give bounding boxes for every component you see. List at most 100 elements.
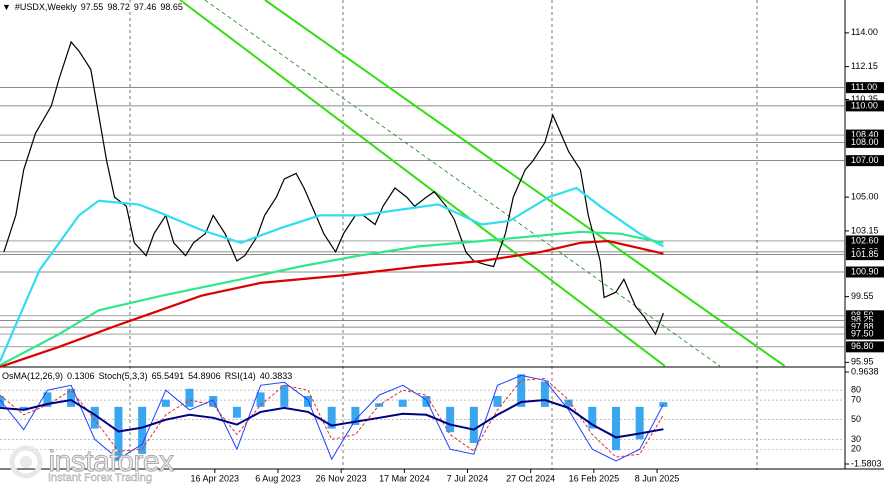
level-label: 96.80 <box>851 341 874 351</box>
y-tick-label: 114.00 <box>851 27 878 37</box>
low: 97.46 <box>133 2 157 12</box>
histogram-bar <box>635 406 644 440</box>
stoch-name: Stoch(5,3,3) <box>98 371 148 381</box>
logo: instaforex Instant Forex Trading <box>8 444 175 484</box>
histogram-bar <box>185 388 194 407</box>
y2-tick-label: -1.5803 <box>851 458 882 468</box>
histogram-bar <box>67 388 76 407</box>
histogram-bar <box>43 392 52 407</box>
symbol: #USDX,Weekly <box>14 2 77 12</box>
x-tick-label: 17 Mar 2024 <box>379 473 430 483</box>
stoch-signal: 54.8906 <box>188 371 221 381</box>
y-tick-label: 110.35 <box>851 94 878 104</box>
indicator-line <box>0 374 664 462</box>
y-tick-label: 99.55 <box>851 291 874 301</box>
histogram-bar <box>398 399 407 407</box>
y-tick-label: 103.15 <box>851 225 879 235</box>
trendline <box>179 0 666 367</box>
y-tick-label: 20 <box>851 444 861 454</box>
histogram-bar <box>256 392 265 407</box>
level-box <box>846 321 884 333</box>
level-box <box>846 100 884 112</box>
histogram-bar <box>469 406 478 444</box>
x-tick-label: 16 Feb 2025 <box>569 473 620 483</box>
histogram-bar <box>327 406 336 429</box>
histogram-bar <box>19 406 28 411</box>
level-box <box>846 328 884 340</box>
y-tick-label: 95.95 <box>851 357 874 367</box>
y-tick-label: 30 <box>851 434 861 444</box>
osma-name: OsMA(12,26,9) <box>2 371 64 381</box>
level-label: 98.25 <box>851 315 874 325</box>
level-box <box>846 266 884 278</box>
price-line <box>0 239 664 368</box>
histogram-bar <box>232 406 241 418</box>
histogram-bar <box>588 406 597 429</box>
histogram-bar <box>0 396 4 407</box>
histogram-bar <box>161 399 170 407</box>
level-label: 108.00 <box>851 137 879 147</box>
histogram-bar <box>138 406 147 454</box>
histogram-bar <box>90 406 99 429</box>
chart-header: ▼ #USDX,Weekly 97.55 98.72 97.46 98.65 <box>2 2 183 12</box>
y-tick-label: 105.00 <box>851 192 879 202</box>
level-label: 110.00 <box>851 100 878 110</box>
histogram-bar <box>422 396 431 407</box>
level-box <box>846 136 884 148</box>
level-box <box>846 341 884 353</box>
histogram-bar <box>493 396 502 407</box>
trendline <box>264 0 786 367</box>
histogram-bar <box>446 406 455 433</box>
histogram-bar <box>114 406 123 462</box>
x-tick-label: 26 Nov 2023 <box>316 473 367 483</box>
axis-bg <box>846 0 884 468</box>
logo-icon <box>9 445 43 479</box>
level-label: 102.60 <box>851 235 879 245</box>
histogram-bar <box>611 406 620 451</box>
level-label: 97.50 <box>851 328 874 338</box>
x-tick-label: 27 Oct 2024 <box>506 473 555 483</box>
level-label: 108.40 <box>851 129 879 139</box>
indicator-line <box>0 398 664 439</box>
level-box <box>846 82 884 94</box>
histogram-bar <box>280 385 289 407</box>
x-tick-label: 16 Apr 2023 <box>191 473 240 483</box>
rsi-name: RSI(14) <box>224 371 256 381</box>
y-tick-label: 70 <box>851 394 861 404</box>
histogram-bar <box>517 374 526 407</box>
logo-tagline: Instant Forex Trading <box>48 472 152 484</box>
level-box <box>846 314 884 326</box>
level-label: 97.88 <box>851 321 874 331</box>
histogram-bar <box>209 396 218 407</box>
price-line <box>0 186 664 362</box>
osma-value: 0.1306 <box>67 371 95 381</box>
level-label: 100.90 <box>851 266 879 276</box>
y-tick-label: 112.15 <box>851 61 878 71</box>
trendline <box>204 0 721 367</box>
level-label: 101.85 <box>851 249 879 259</box>
high: 98.72 <box>107 2 130 12</box>
price-line <box>3 40 664 336</box>
level-label: 111.00 <box>851 82 877 92</box>
histogram-bar <box>564 399 573 407</box>
x-tick-label: 7 Jul 2024 <box>447 473 489 483</box>
level-label: 107.00 <box>851 155 879 165</box>
logo-brand: instaforex <box>48 445 175 479</box>
level-box <box>846 155 884 167</box>
y-tick-label: 50 <box>851 414 861 424</box>
level-box <box>846 129 884 141</box>
close: 98.65 <box>160 2 183 12</box>
y-tick-label: 80 <box>851 385 861 395</box>
price-line <box>0 230 664 367</box>
x-tick-label: 6 Aug 2023 <box>255 473 301 483</box>
histogram-bar <box>540 381 549 407</box>
open: 97.55 <box>80 2 104 12</box>
y2-tick-label: 0.9638 <box>851 366 879 376</box>
histogram-bar <box>303 396 312 407</box>
histogram-bar <box>351 406 360 425</box>
rsi-value: 40.3833 <box>259 371 293 381</box>
indicator-header: OsMA(12,26,9) 0.1306 Stoch(5,3,3) 65.549… <box>2 371 293 381</box>
level-box <box>846 249 884 261</box>
